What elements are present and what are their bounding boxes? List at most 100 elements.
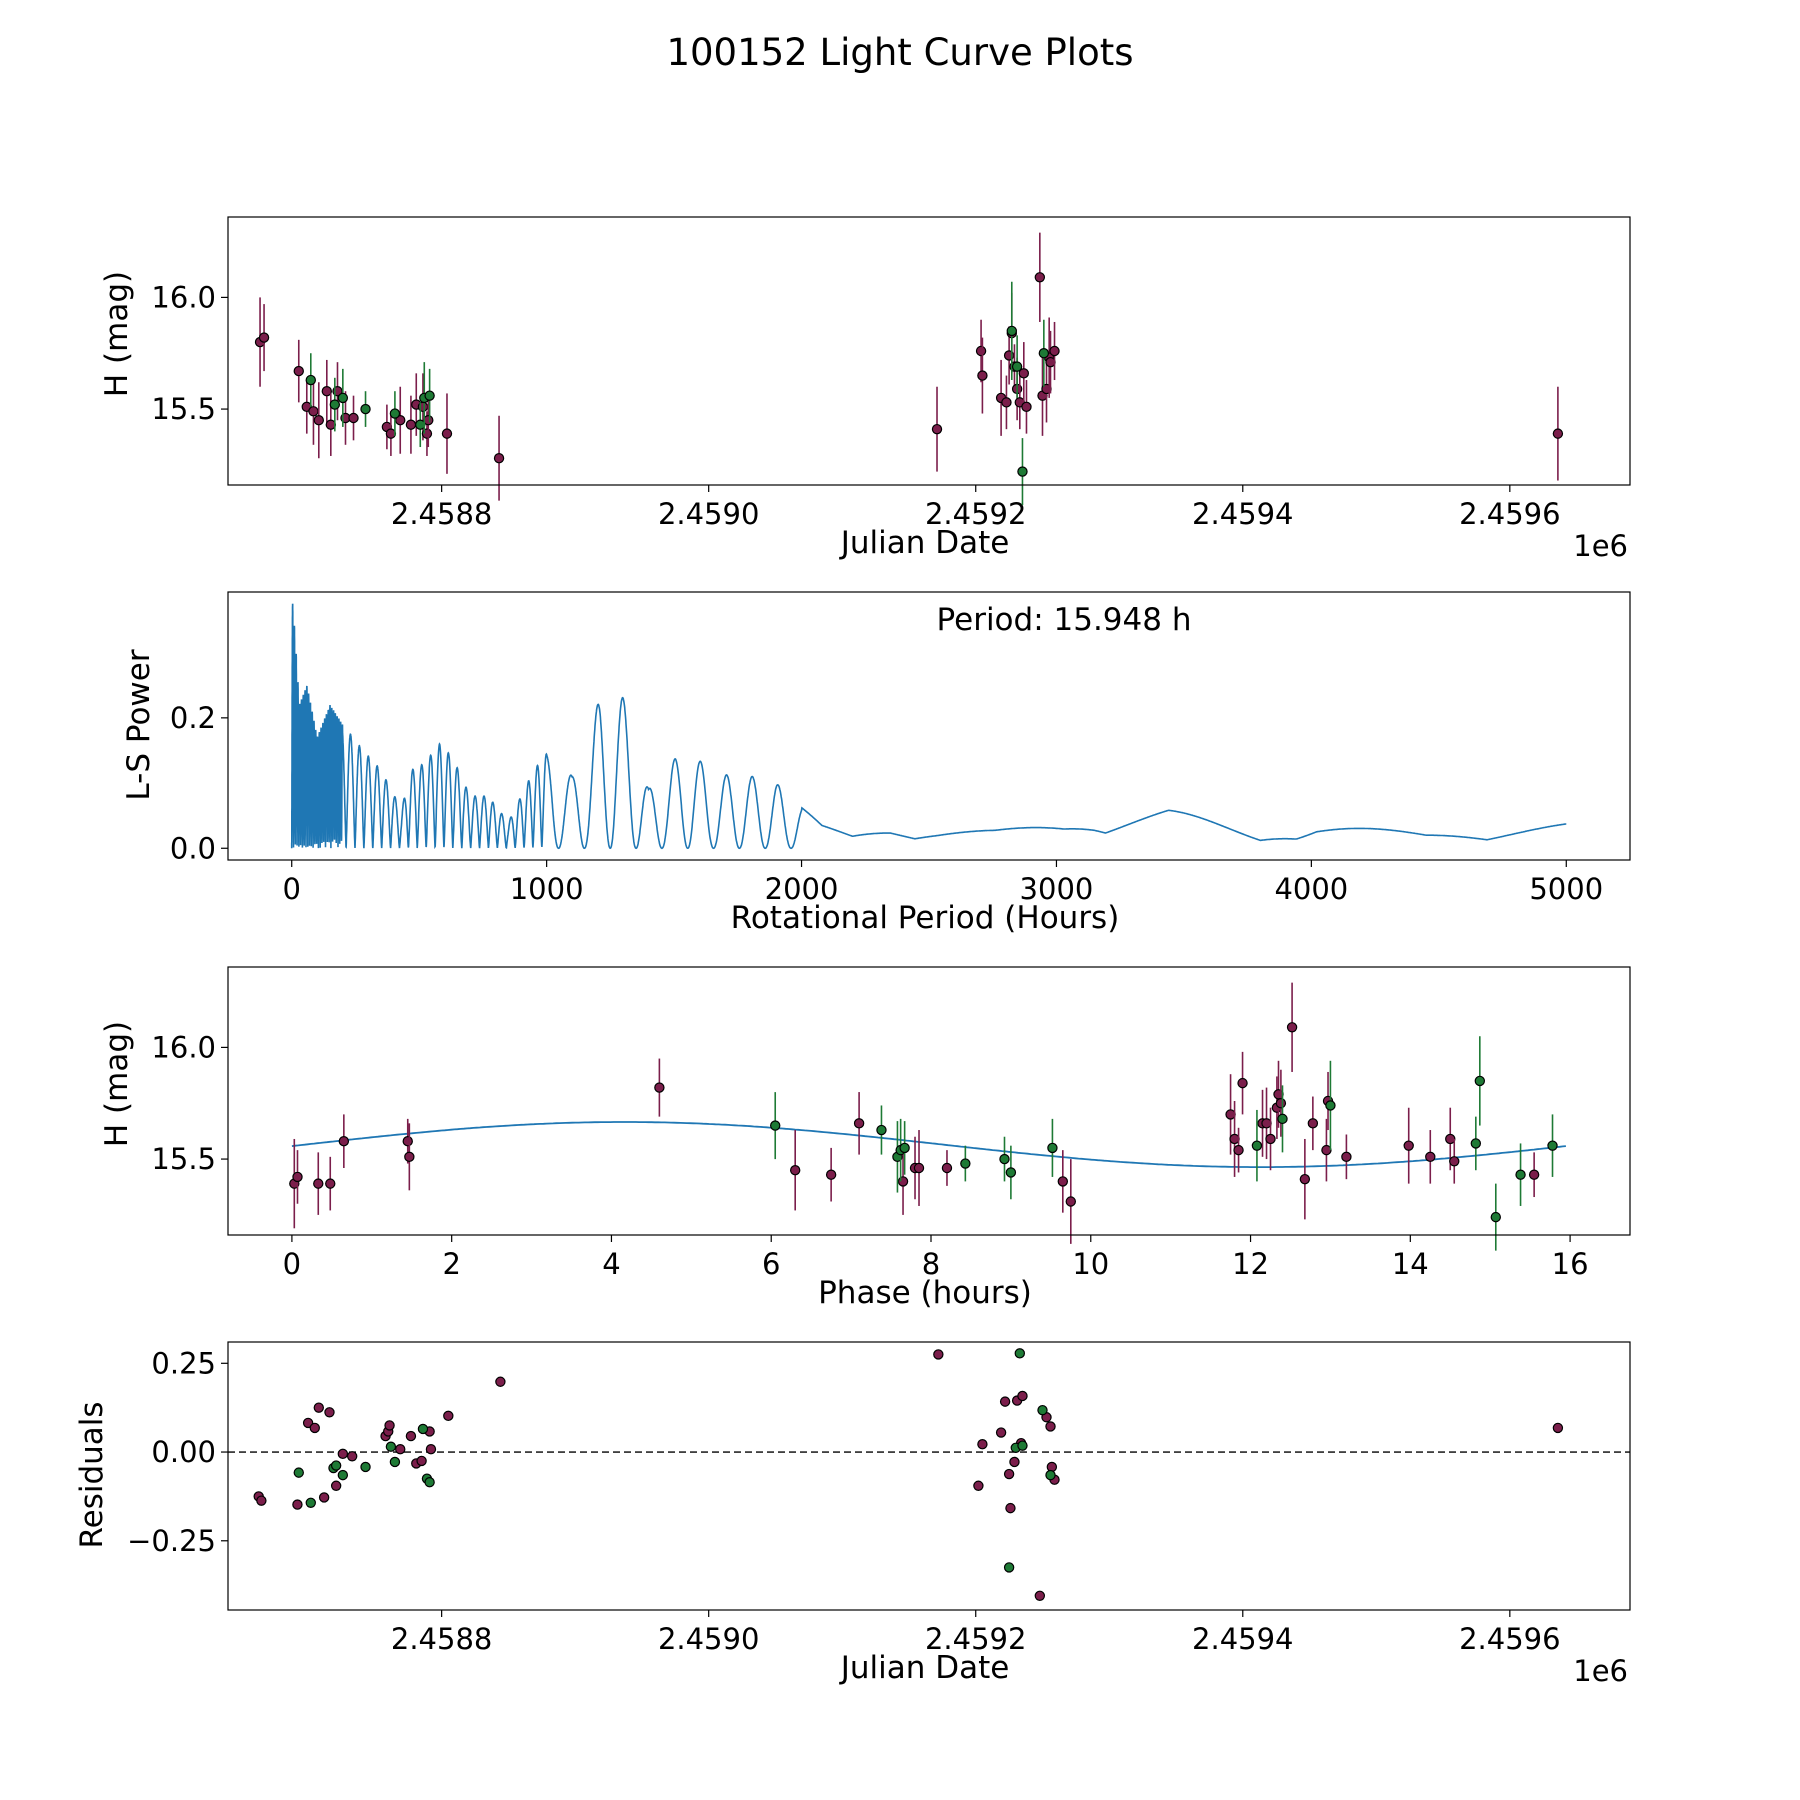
periodogram-ticks: 0 1000 2000 3000 4000 5000 0.0 0.2 [170,701,1603,906]
residuals-point [1552,1422,1564,1434]
residuals-y-tick-label: 0.25 [151,1346,216,1380]
light-curve-point [360,403,371,415]
residuals-point [1003,1468,1015,1480]
residuals-points [228,1348,1630,1602]
phase-folded-x-tick-label: 16 [1552,1247,1589,1281]
light-curve-point [1011,361,1023,372]
residuals-point [313,1402,324,1413]
light-curve-point [977,370,988,381]
periodogram-y-tick-label: 0.2 [170,701,216,735]
phase-panel: 0 2 4 6 8 10 12 14 16 15.5 16.0 Phase (hours) H (m… [99,966,1631,1311]
residuals-x-tick-label: 2.4590 [658,1622,759,1656]
light-curve-point [405,419,417,430]
residuals-ylabel: Residuals [74,1401,110,1548]
phase-folded-point [1299,1173,1311,1185]
residuals-x-offset: 1e6 [1573,1654,1628,1688]
phase-folded-point [1047,1142,1058,1154]
residuals-point [293,1467,304,1478]
light-curve-y-tick-label: 15.5 [151,392,216,426]
light-curve-x-tick-label: 2.4590 [658,497,759,531]
residuals-point [395,1443,406,1455]
light-curve-point [1552,428,1564,439]
residuals-axes-frame [227,1341,1631,1611]
residuals-x-tick-label: 2.4596 [1459,1622,1560,1656]
residuals-panel: 2.4588 2.4590 2.4592 2.4594 2.4596 −0.25 0.00 0… [74,1341,1631,1688]
phase-folded-point [1449,1156,1460,1167]
phase-folded-x-tick-label: 14 [1392,1247,1429,1281]
residuals-point [443,1410,454,1422]
residuals-x-tick-label: 2.4594 [1192,1622,1293,1656]
residuals-point [1017,1390,1028,1402]
phase-folded-point [1286,1022,1298,1033]
phase-folded-x-tick-label: 0 [283,1247,301,1281]
light-curve-point [441,428,453,439]
light-curve-point [493,453,505,464]
light-curve-xlabel: Julian Date [839,525,1010,561]
residuals-point [1003,1562,1015,1573]
phase-folded-point [897,1176,909,1187]
periodogram-line [290,603,1567,850]
phase-folded-point [1277,1113,1288,1125]
periodogram-axes-frame [227,591,1631,861]
phase-folded-point [1005,1167,1017,1178]
residuals-x-tick-label: 2.4588 [391,1622,492,1656]
phase-folded-point [899,1142,910,1154]
phase-folded-point [1341,1151,1352,1163]
residuals-y-tick-label: 0.00 [151,1435,216,1469]
periodogram-x-tick-label: 0 [283,872,301,906]
residuals-point [977,1439,988,1450]
light-curve-point [1006,325,1017,337]
phase-ylabel: H (mag) [99,1021,135,1147]
light-curve-point [1021,401,1032,413]
light-curve-point [321,386,333,397]
light-curve-x-tick-label: 2.4596 [1459,497,1560,531]
light-curve-point [337,392,349,404]
phase-folded-point [1490,1211,1501,1223]
phase-folded-point [1307,1118,1319,1129]
figure-title: 100152 Light Curve Plots [666,31,1133,74]
residuals-y-tick-label: −0.25 [127,1524,216,1558]
phase-folded-point [292,1171,303,1183]
light-curve-x-tick-label: 2.4588 [391,497,492,531]
residuals-point [337,1469,349,1481]
residuals-ticks: 2.4588 2.4590 2.4592 2.4594 2.4596 −0.25 0.00 0… [127,1346,1560,1656]
residuals-point [1009,1456,1020,1468]
phase-folded-point [1237,1077,1248,1089]
phase-folded-point [960,1158,971,1169]
phase-folded-point [1275,1098,1287,1109]
residuals-point [424,1477,435,1488]
residuals-point [995,1427,1007,1438]
period-annotation: Period: 15.948 h [937,602,1192,638]
phase-axes-frame [227,966,1631,1236]
light-curve-point [1018,368,1030,379]
residuals-point [324,1407,335,1418]
phase-folded-point [1515,1169,1526,1180]
phase-folded-point [770,1120,781,1131]
residuals-point [1045,1469,1056,1481]
light-curve-point [424,390,435,401]
light-curve-y-tick-label: 16.0 [151,280,216,314]
light-curve-points [254,232,1564,506]
light-curve-point [1049,345,1060,357]
periodogram-curve [290,603,1567,850]
residuals-point [256,1495,267,1506]
phase-folded-point [999,1153,1010,1165]
phase-folded-y-tick-label: 16.0 [151,1030,216,1064]
phase-folded-point [1325,1100,1336,1111]
periodogram-ylabel: L-S Power [121,649,157,800]
residuals-point [360,1461,371,1473]
light-curve-point [1017,466,1028,477]
phase-folded-point [1470,1138,1482,1149]
phase-folded-y-tick-label: 15.5 [151,1142,216,1176]
phase-xlabel: Phase (hours) [818,1275,1032,1311]
light-curve-point [1038,348,1050,359]
light-curve-point [1034,272,1046,283]
residuals-point [292,1499,303,1510]
residuals-point [1045,1421,1056,1432]
residuals-point [330,1460,342,1471]
phase-folded-point [313,1178,324,1189]
light-curve-point [348,412,359,424]
light-curve-point [293,365,304,377]
